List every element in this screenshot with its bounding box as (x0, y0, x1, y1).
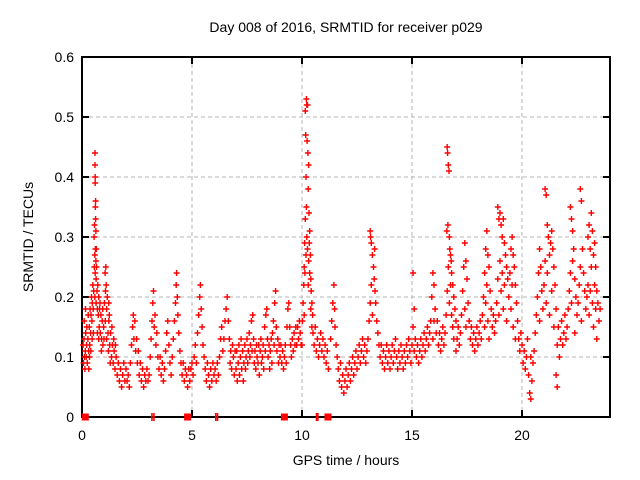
x-tick-label: 15 (404, 427, 420, 443)
zero-cluster-square (81, 413, 89, 421)
x-axis-label: GPS time / hours (292, 452, 400, 468)
x-tick-label: 20 (514, 427, 530, 443)
x-tick-label: 10 (294, 427, 310, 443)
y-tick-label: 0.6 (54, 49, 74, 65)
zero-cluster-tick (315, 413, 318, 421)
zero-cluster-square (324, 413, 332, 421)
zero-cluster-tick (214, 413, 217, 421)
y-tick-label: 0.3 (54, 229, 74, 245)
zero-cluster-square (184, 413, 192, 421)
scatter-points (80, 96, 604, 402)
x-tick-label: 0 (78, 427, 86, 443)
zero-cluster-tick (151, 413, 153, 421)
y-tick-label: 0.5 (54, 109, 74, 125)
chart-title: Day 008 of 2016, SRMTID for receiver p02… (209, 19, 483, 35)
x-tick-label: 5 (188, 427, 196, 443)
y-tick-label: 0.1 (54, 349, 74, 365)
zero-cluster-square (280, 413, 288, 421)
y-tick-label: 0.4 (54, 169, 74, 185)
zero-cluster-tick (153, 413, 155, 421)
y-tick-label: 0.2 (54, 289, 74, 305)
zero-cluster-tick (317, 413, 319, 421)
zero-cluster-tick (216, 413, 219, 421)
y-tick-label: 0 (66, 409, 74, 425)
